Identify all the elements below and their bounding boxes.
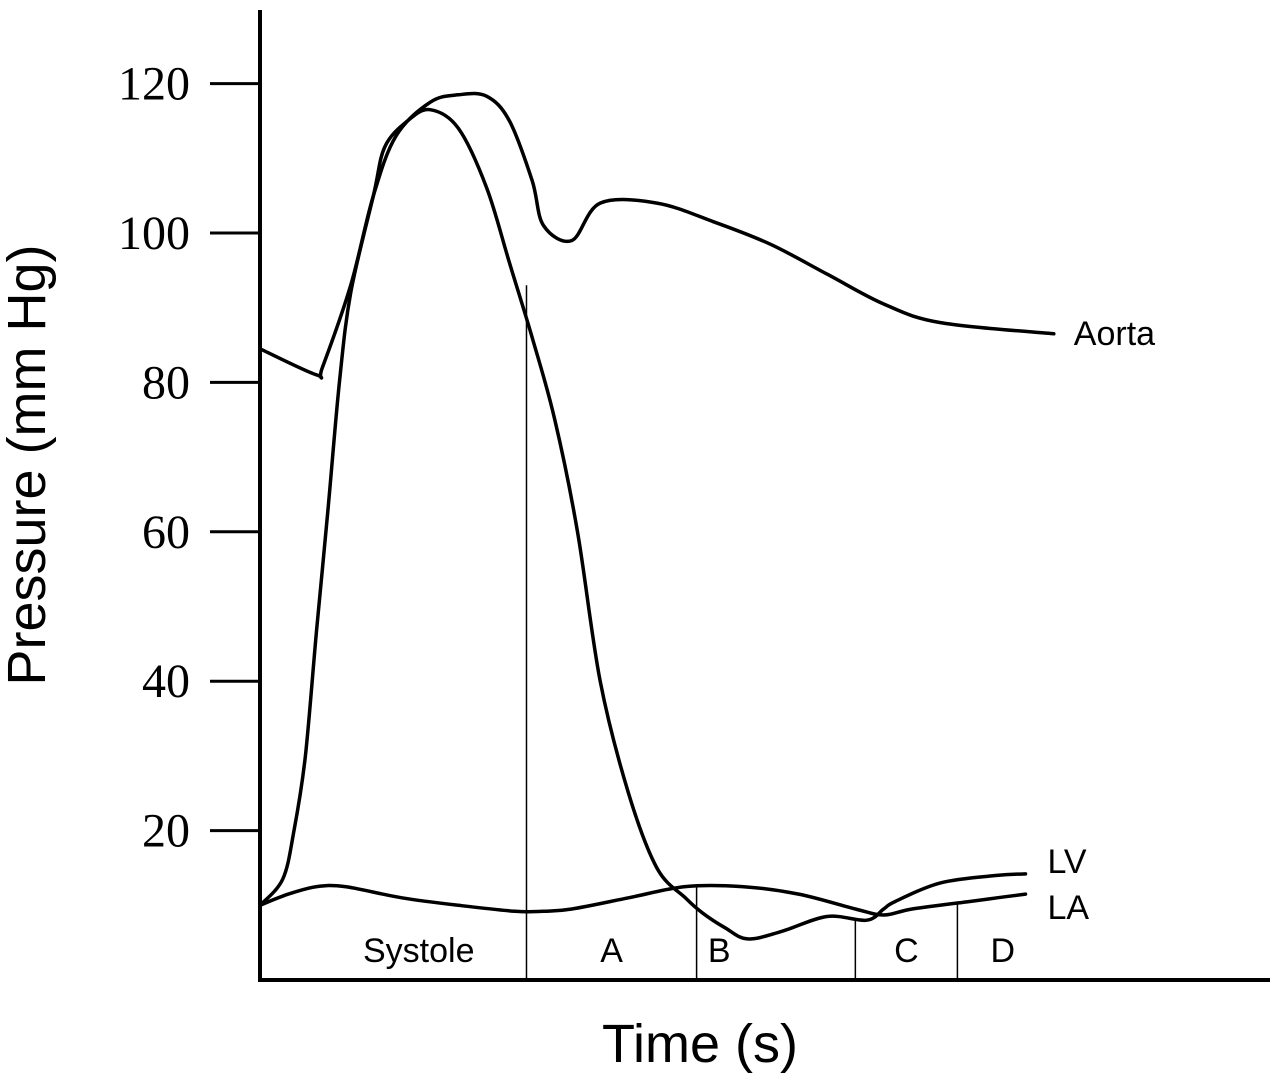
y-tick-label-40: 40 xyxy=(142,655,190,708)
y-tick-label-60: 60 xyxy=(142,506,190,559)
phase-label-a: A xyxy=(600,932,623,970)
y-tick-label-20: 20 xyxy=(142,805,190,858)
phase-label-d: D xyxy=(990,932,1015,970)
phase-label-c: C xyxy=(894,932,919,970)
phase-dividers xyxy=(525,285,959,980)
phase-labels: Systole A B C D xyxy=(363,932,1015,970)
y-axis-ticks: 20 40 60 80 100 120 xyxy=(118,58,260,858)
y-tick-label-120: 120 xyxy=(118,58,190,111)
series-labels: Aorta LV LA xyxy=(1047,315,1155,927)
la-pressure-line xyxy=(258,883,1028,917)
x-axis-title: Time (s) xyxy=(602,1014,798,1074)
pressure-curves xyxy=(258,91,1056,941)
y-axis-title: Pressure (mm Hg) xyxy=(0,244,57,685)
phase-label-b: B xyxy=(708,932,731,970)
aorta-pressure-line xyxy=(258,91,1056,380)
aorta-series-label: Aorta xyxy=(1074,315,1155,353)
lv-series-label: LV xyxy=(1047,843,1086,881)
la-series-label: LA xyxy=(1047,889,1089,927)
phase-label-systole: Systole xyxy=(363,932,475,970)
lv-pressure-line xyxy=(258,107,1028,941)
y-tick-label-80: 80 xyxy=(142,356,190,409)
y-tick-label-100: 100 xyxy=(118,207,190,260)
